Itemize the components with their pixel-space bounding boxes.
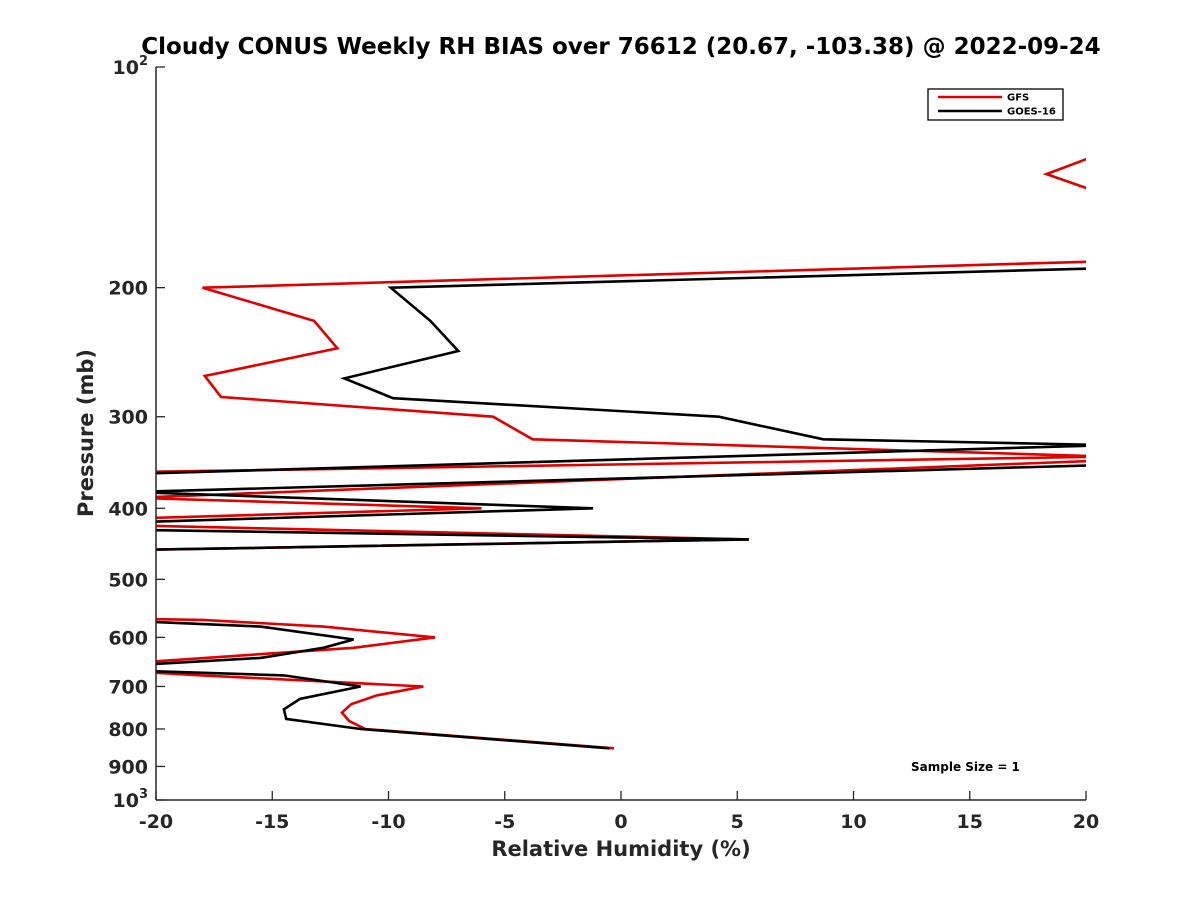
y-tick-label: 400 [108, 498, 148, 520]
x-tick-label: 10 [840, 811, 866, 833]
legend-box [927, 88, 1064, 121]
y-tick-label: 200 [108, 278, 148, 300]
series-line-gfs-segment-4 [156, 617, 436, 663]
y-tick-label: 500 [108, 569, 148, 591]
x-tick-label: 20 [1073, 811, 1099, 833]
series-line-goes16-segment-3 [156, 620, 354, 666]
series-line-goes16-segment-1 [156, 464, 1086, 523]
series-line-goes16-segment-0 [156, 267, 1086, 475]
x-tick-label: -5 [494, 811, 515, 833]
x-tick-label: 5 [731, 811, 744, 833]
y-tick-label: 600 [108, 627, 148, 649]
series-line-gfs-segment-5 [156, 671, 615, 750]
sample-size-annotation: Sample Size = 1 [911, 760, 1020, 774]
y-tick-label: 900 [108, 756, 148, 778]
y-tick-label: 700 [108, 676, 148, 698]
x-tick-label: -20 [139, 811, 173, 833]
legend: GFS GOES-16 [927, 88, 1064, 121]
legend-label-goes16: GOES-16 [1007, 107, 1056, 118]
x-axis-label: Relative Humidity (%) [491, 837, 750, 861]
series-line-goes16-segment-2 [156, 528, 749, 551]
x-tick-label: -10 [371, 811, 405, 833]
y-tick-label: 800 [108, 719, 148, 741]
ticks-layer: -20 -15 -10 -5 0 5 10 15 20 102 200 300 400 500 600 700… [108, 54, 1099, 833]
x-tick-label: -15 [255, 811, 289, 833]
y-axis-label: Pressure (mb) [74, 349, 98, 517]
y-tick-label: 103 [113, 787, 149, 812]
series-layer [156, 157, 1086, 750]
legend-label-gfs: GFS [1007, 93, 1029, 104]
y-tick-label: 300 [108, 407, 148, 429]
axes-layer [155, 67, 1086, 801]
chart-title: Cloudy CONUS Weekly RH BIAS over 76612 (… [141, 34, 1100, 60]
x-tick-label: 15 [957, 811, 983, 833]
y-tick-label: 102 [113, 54, 149, 79]
series-line-gfs-segment-1 [156, 260, 1086, 474]
series-line-goes16-segment-4 [156, 670, 610, 750]
series-line-gfs-segment-0 [1042, 157, 1086, 190]
x-tick-label: 0 [614, 811, 627, 833]
